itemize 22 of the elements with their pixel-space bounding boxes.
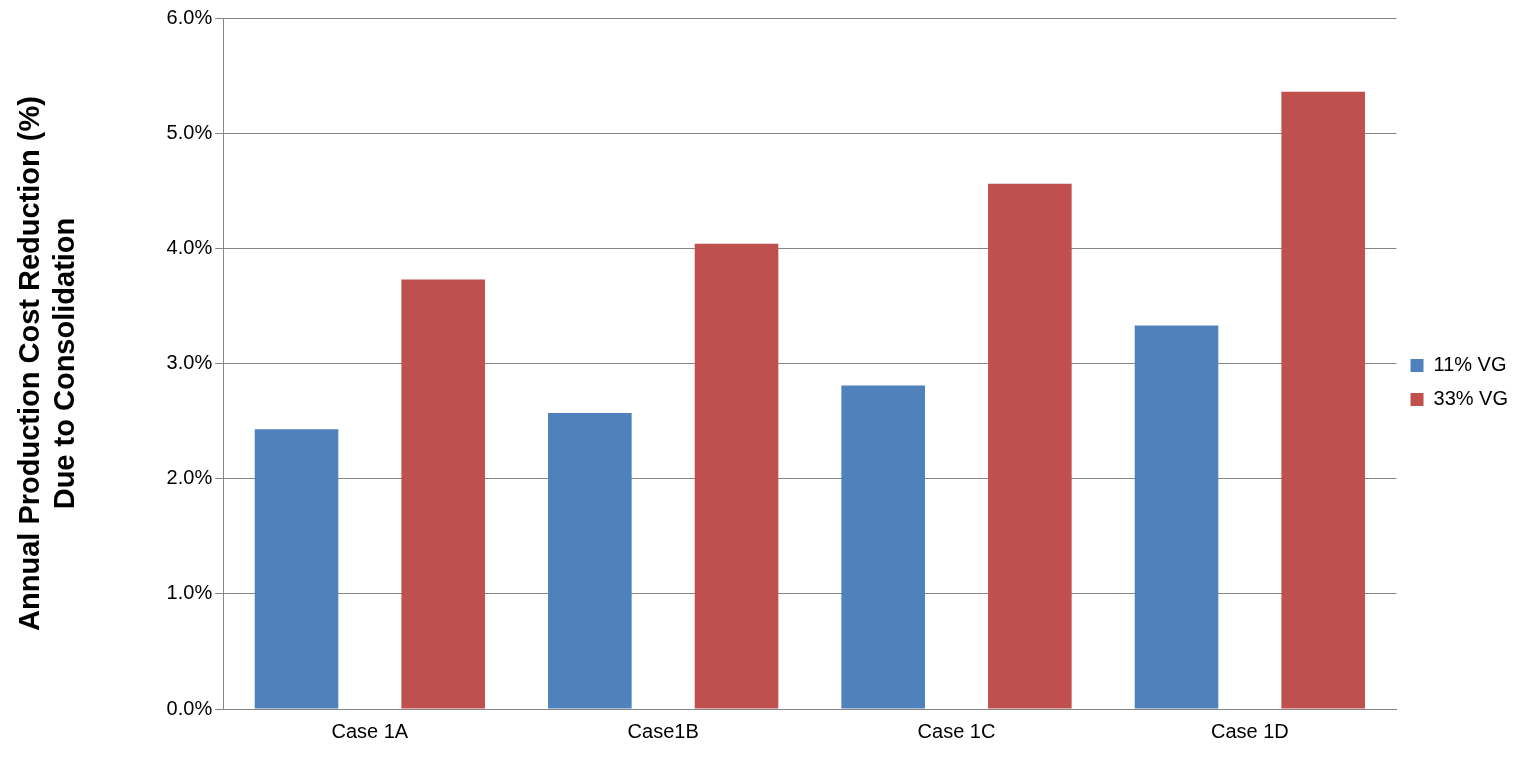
legend-label: 33% VG	[1433, 387, 1508, 410]
bar	[1134, 325, 1219, 709]
y-axis-title: Annual Production Cost Reduction (%) Due to Consolidation	[13, 96, 81, 631]
x-tick-label: Case 1D	[1210, 719, 1289, 742]
bar	[694, 243, 779, 709]
x-tick-label: Case 1A	[331, 719, 409, 742]
y-tick-label: 5.0%	[166, 120, 213, 143]
y-tick-label: 3.0%	[166, 351, 213, 374]
bar	[548, 413, 632, 709]
x-tick-label: Case 1C	[917, 719, 996, 742]
x-tick-label: Case1B	[627, 719, 699, 742]
y-tick-label: 2.0%	[166, 466, 213, 489]
bar	[841, 385, 925, 709]
bar	[988, 183, 1072, 709]
y-tick-label: 6.0%	[166, 5, 213, 28]
legend-label: 11% VG	[1433, 353, 1507, 376]
bar	[254, 429, 339, 709]
y-tick-label: 1.0%	[166, 581, 213, 604]
y-tick-label: 4.0%	[166, 235, 213, 258]
y-tick-label: 0.0%	[166, 696, 213, 719]
bar	[1281, 91, 1365, 709]
bar	[401, 279, 485, 709]
